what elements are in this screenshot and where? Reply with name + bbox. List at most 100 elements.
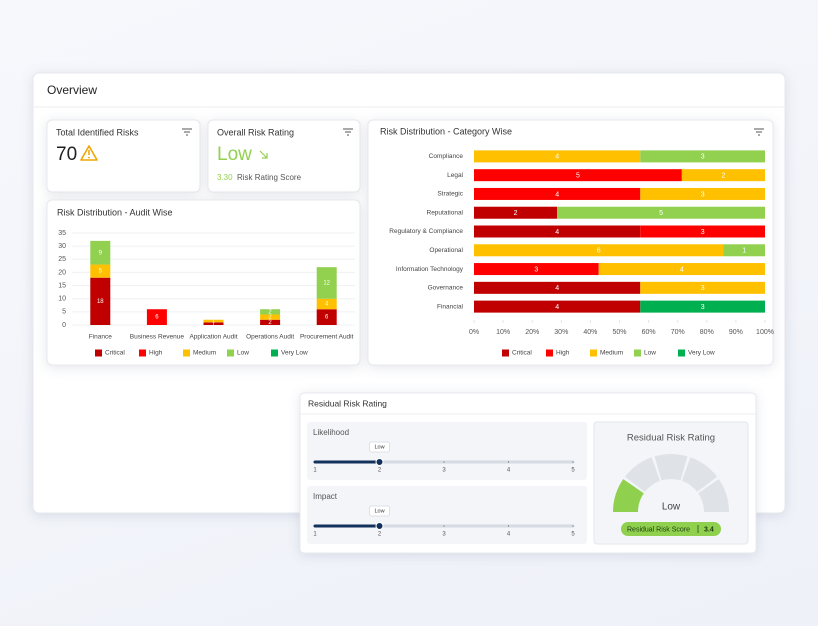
y-tick-label: Regulatory & Compliance (389, 228, 463, 235)
filter-icon[interactable] (754, 128, 764, 136)
bar-label: 5 (576, 173, 580, 180)
legend-label: Critical (512, 350, 532, 357)
bar-segment (640, 225, 765, 238)
impact-box (307, 486, 587, 544)
x-tick-label: 100% (756, 329, 774, 336)
slider-tick-label: 4 (507, 532, 511, 538)
legend-swatch (590, 349, 597, 357)
bar-label: 4 (555, 229, 559, 236)
bar-label: 4 (680, 266, 684, 273)
bar-segment (474, 281, 641, 294)
gauge-title: Residual Risk Rating (627, 433, 715, 444)
gauge-box (593, 421, 749, 545)
bar-segment (474, 244, 724, 257)
bar-label: 5 (659, 210, 663, 217)
legend-swatch (502, 349, 509, 357)
gauge-segment (698, 479, 730, 512)
slider-tooltip (369, 505, 390, 517)
legend-label: Medium (193, 350, 216, 357)
slider-tick-label: 2 (378, 532, 382, 538)
y-tick-label: 35 (58, 230, 66, 237)
bar-label: 6 (155, 315, 159, 321)
bar-label: 5 (99, 269, 103, 275)
bar-label: 18 (97, 299, 104, 305)
bar-label: 2 (268, 309, 272, 315)
total-risks-value: 70 (56, 144, 77, 165)
bar-segment (474, 169, 682, 182)
legend-label: Low (644, 350, 656, 357)
rating-score: 3.30 (217, 173, 233, 182)
y-tick-label: Compliance (429, 153, 464, 160)
audit-chart-card (46, 199, 361, 366)
x-tick-label: Operations Audit (246, 334, 294, 341)
slider-tick-label: 5 (571, 468, 575, 474)
legend-label: High (149, 350, 163, 357)
x-tick-label: 70% (671, 329, 685, 336)
x-tick-label: 20% (525, 329, 539, 336)
y-tick-label: 30 (58, 243, 66, 250)
y-tick-label: Information Technology (396, 266, 464, 273)
bar-label: 1 (212, 321, 216, 327)
bar-segment (474, 225, 641, 238)
x-tick-label: 40% (583, 329, 597, 336)
gauge-segment (654, 454, 688, 481)
x-tick-label: 10% (496, 329, 510, 336)
x-tick-label: Procurement Audit (300, 334, 354, 341)
y-tick-label: 25 (58, 256, 66, 263)
x-tick-label: 30% (554, 329, 568, 336)
bar-segment (203, 322, 224, 325)
bar-label: 3 (534, 266, 538, 273)
slider-value-label: Low (374, 444, 384, 450)
y-tick-label: 10 (58, 296, 66, 303)
bar-segment (474, 263, 599, 276)
bar-segment (557, 206, 765, 219)
filter-icon[interactable] (343, 128, 353, 136)
bar-segment (474, 187, 641, 200)
bar-segment (640, 187, 765, 200)
legend-swatch (634, 349, 641, 357)
y-tick-label: 5 (62, 309, 66, 316)
gauge-segment (682, 457, 717, 492)
card-title: Total Identified Risks (56, 127, 139, 137)
bar-label: 2 (268, 320, 272, 326)
x-tick-label: 60% (642, 329, 656, 336)
legend-label: High (556, 350, 570, 357)
bar-segment (640, 150, 765, 163)
score-pill (621, 522, 721, 536)
slider-label: Likelihood (313, 428, 349, 437)
filter-icon[interactable] (182, 128, 192, 136)
score-label: Residual Risk Score (627, 526, 690, 533)
y-tick-label: Governance (428, 285, 464, 292)
bar-segment (681, 169, 765, 182)
bar-segment (474, 150, 641, 163)
bar-label: 4 (555, 154, 559, 161)
bar-segment (260, 314, 281, 320)
slider-tick-label: 2 (378, 468, 382, 474)
bar-label: 12 (323, 281, 330, 287)
overall-rating-card (207, 119, 361, 193)
warning-icon (80, 145, 98, 161)
slider-tick-label: 4 (507, 468, 511, 474)
bar-segment (316, 267, 337, 299)
bar-segment (640, 300, 765, 313)
chart-title: Risk Distribution - Audit Wise (57, 207, 173, 217)
x-tick-label: 80% (700, 329, 714, 336)
residual-title: Residual Risk Rating (308, 398, 387, 408)
slider-label: Impact (313, 492, 338, 501)
bar-segment (260, 309, 281, 315)
rating-score-label: Risk Rating Score (237, 173, 302, 182)
y-tick-label: Reputational (427, 209, 464, 216)
legend-label: Low (237, 350, 249, 357)
bar-label: 3 (701, 191, 705, 198)
bar-label: 6 (325, 315, 329, 321)
bar-label: 4 (555, 304, 559, 311)
bar-segment (723, 244, 765, 257)
x-tick-label: Finance (89, 334, 113, 341)
x-tick-label: Application Audit (189, 334, 237, 341)
bar-label: 1 (212, 319, 216, 325)
bar-label: 3 (701, 285, 705, 292)
bar-label: 1 (742, 248, 746, 255)
bar-label: 2 (721, 173, 725, 180)
score-value: 3.4 (704, 526, 714, 533)
